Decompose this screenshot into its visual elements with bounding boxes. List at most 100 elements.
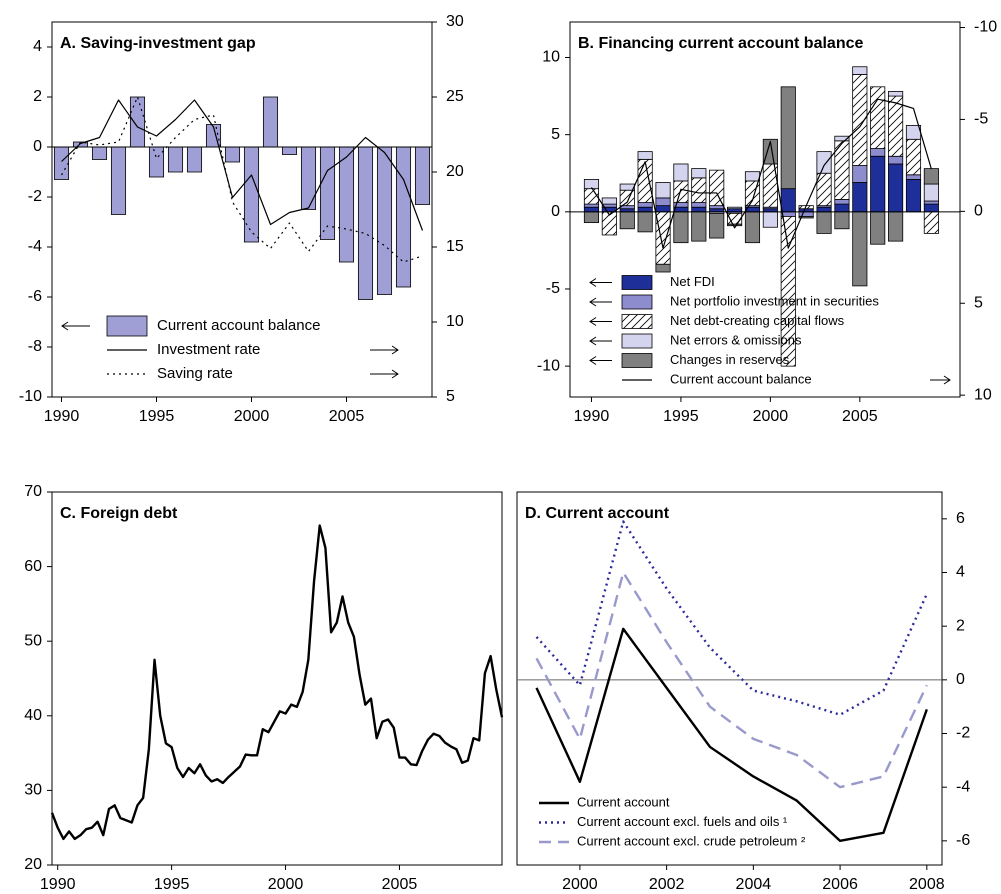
bar [709,169,725,207]
bar [637,206,653,213]
bar [744,211,761,244]
bar [186,146,203,173]
bar [923,203,939,213]
bar [762,211,778,228]
y-tick-label: 2 [33,88,42,105]
bar [888,91,904,97]
bar [655,197,671,207]
y-tick-label: 20 [24,856,42,873]
legend-swatch [621,353,653,368]
bar [905,138,922,176]
x-tick-label: 2000 [562,876,598,893]
y-tick-label: -10 [537,357,560,374]
bar [148,146,165,178]
bar [905,174,922,180]
bar [905,179,922,213]
bar [414,146,431,205]
bar [709,205,725,210]
legend-label: Investment rate [157,341,260,358]
bar [923,200,939,205]
bar [870,86,886,149]
bar [852,66,868,75]
bar [673,211,689,244]
legend-arrow-head [589,278,597,287]
bar [110,146,127,215]
bar [619,189,635,207]
data-line [535,571,928,789]
legend-label: Net FDI [670,274,715,289]
bar [619,211,635,230]
plot-frame [569,21,961,398]
legend-swatch [621,275,653,290]
y-tick-label: 5 [974,294,983,311]
bar [655,211,671,265]
bar [744,171,761,182]
y-tick-label: -2 [956,725,970,742]
y-tick-label: -6 [28,288,42,305]
y-tick-label: 0 [33,138,42,155]
y-tick-label: 4 [33,38,42,55]
bar [888,155,904,165]
bar [91,146,108,160]
bar [780,86,796,190]
legend-label: Current account balance [157,317,320,334]
y-tick-label: 0 [956,671,965,688]
y-tick-label: -8 [28,338,42,355]
x-tick-label: 2000 [268,876,304,893]
legend-arrow-head [943,375,951,385]
y-tick-label: 5 [551,126,560,143]
bar [727,223,743,227]
bar [762,138,778,165]
y-tick-label: -4 [28,238,42,255]
chart-title: A. Saving-investment gap [60,35,256,52]
y-tick-label: 30 [446,13,464,30]
y-tick-label: 70 [24,483,42,500]
bar [262,96,279,148]
data-line [60,96,423,263]
bar [601,197,617,205]
x-tick-label: 2002 [649,876,685,893]
data-line [535,520,928,716]
bar [243,146,260,243]
bar [780,216,796,367]
bar [798,216,814,219]
y-tick-label: 5 [446,388,455,405]
y-tick-label: -2 [28,188,42,205]
bar [637,202,653,208]
x-tick-label: 1990 [574,408,610,425]
bar [834,199,850,205]
y-tick-label: -10 [974,19,997,36]
data-line [50,524,504,841]
legend-label: Current account balance [670,371,812,386]
legend-label: Current account excl. crude petroleum ² [577,833,806,848]
x-tick-label: 2000 [753,408,789,425]
bar [834,135,850,142]
bar [376,146,393,295]
bar [637,151,653,160]
chart-title: C. Foreign debt [60,505,178,522]
x-tick-label: 2005 [842,408,878,425]
data-line [590,98,932,249]
bar [637,211,653,233]
y-tick-label: -4 [956,778,970,795]
bar [888,211,904,242]
x-tick-label: 2006 [822,876,858,893]
legend-swatch [621,294,653,310]
legend-arrow-head [589,297,597,307]
y-tick-label: 15 [446,238,464,255]
x-tick-label: 1995 [154,876,190,893]
bar [888,163,904,213]
y-tick-label: 25 [446,88,464,105]
bar [655,182,671,199]
legend-swatch [621,333,653,349]
y-tick-label: 50 [24,632,42,649]
bar [357,146,374,300]
x-tick-label: 1990 [44,408,80,425]
bar [281,146,298,155]
plot-frame [51,21,433,398]
bar [923,168,939,185]
y-tick-label: 20 [446,163,464,180]
bar [834,203,850,213]
plot-frame [51,491,503,866]
